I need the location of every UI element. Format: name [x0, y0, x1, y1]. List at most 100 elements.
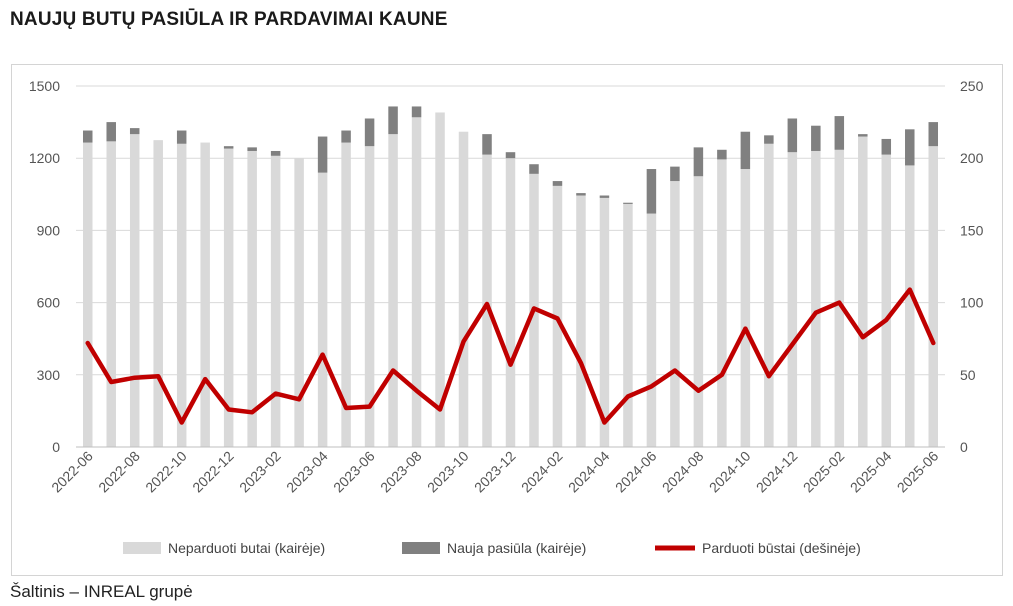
y-right-tick-label: 250: [960, 78, 984, 94]
x-tick-label: 2023-08: [377, 448, 425, 496]
bar-unsold: [200, 142, 210, 447]
bar-new-supply: [646, 169, 657, 214]
y-left-tick-label: 300: [37, 367, 61, 383]
bar-unsold: [435, 112, 445, 448]
x-tick-label: 2023-10: [424, 448, 472, 496]
bar-new-supply: [388, 106, 398, 135]
legend-label: Nauja pasiūla (kairėje): [447, 540, 586, 556]
bar-unsold: [576, 195, 586, 447]
x-tick-label: 2024-08: [659, 448, 707, 496]
bar-new-supply: [693, 147, 704, 177]
bar-unsold: [458, 131, 469, 447]
bar-new-supply: [858, 134, 868, 137]
bar-new-supply: [834, 116, 845, 150]
bar-unsold: [153, 140, 163, 447]
x-tick-label: 2024-04: [565, 448, 613, 496]
bar-unsold: [411, 117, 422, 447]
bar-unsold: [388, 134, 398, 447]
x-tick-label: 2024-10: [706, 448, 754, 496]
x-tick-label: 2022-08: [95, 448, 143, 496]
bar-unsold: [811, 150, 821, 448]
bar-new-supply: [928, 122, 939, 147]
bar-unsold: [599, 197, 610, 447]
x-tick-label: 2025-04: [847, 448, 895, 496]
bar-new-supply: [576, 193, 586, 196]
bar-unsold: [787, 152, 798, 447]
bar-unsold: [693, 176, 704, 447]
legend-swatch: [402, 542, 440, 554]
bar-unsold: [505, 158, 516, 447]
bar-unsold: [740, 169, 751, 447]
bar-new-supply: [223, 146, 234, 149]
bar-unsold: [623, 203, 633, 447]
bar-unsold: [905, 165, 915, 448]
bar-unsold: [717, 159, 727, 448]
y-right-tick-label: 0: [960, 439, 968, 455]
x-tick-label: 2022-10: [142, 448, 190, 496]
bar-new-supply: [364, 118, 375, 147]
bar-new-supply: [505, 152, 516, 159]
y-right-tick-label: 200: [960, 150, 984, 166]
x-tick-label: 2023-12: [471, 448, 519, 496]
bar-new-supply: [341, 130, 351, 143]
legend-label: Neparduoti butai (kairėje): [168, 540, 325, 556]
bar-unsold: [928, 146, 939, 447]
bar-unsold: [270, 155, 281, 447]
bar-new-supply: [411, 106, 422, 118]
chart-frame: [11, 64, 1003, 576]
bar-unsold: [881, 154, 892, 447]
bar-unsold: [670, 181, 680, 447]
bar-new-supply: [881, 138, 892, 155]
bar-unsold: [294, 158, 304, 447]
bar-new-supply: [129, 128, 140, 135]
bar-unsold: [317, 172, 328, 447]
bar-new-supply: [529, 164, 539, 174]
y-left-tick-label: 1500: [29, 78, 60, 94]
bar-unsold: [106, 141, 116, 447]
bar-new-supply: [905, 129, 915, 166]
bar-unsold: [223, 148, 234, 447]
x-tick-label: 2024-02: [518, 448, 566, 496]
bar-new-supply: [552, 181, 563, 186]
y-left-tick-label: 0: [52, 439, 60, 455]
bar-unsold: [341, 142, 351, 447]
x-tick-label: 2025-06: [894, 448, 942, 496]
bar-unsold: [176, 143, 187, 447]
bar-new-supply: [623, 202, 633, 204]
chart-title: NAUJŲ BUTŲ PASIŪLA IR PARDAVIMAI KAUNE: [10, 9, 448, 30]
x-tick-label: 2025-02: [800, 448, 848, 496]
bar-unsold: [858, 136, 868, 448]
bar-unsold: [364, 146, 375, 447]
bar-unsold: [129, 134, 140, 447]
bar-new-supply: [811, 125, 821, 151]
bar-new-supply: [106, 122, 116, 142]
bar-new-supply: [764, 135, 774, 144]
x-tick-label: 2022-12: [189, 448, 237, 496]
bar-new-supply: [717, 149, 727, 160]
y-right-tick-label: 100: [960, 295, 984, 311]
y-left-tick-label: 600: [37, 295, 61, 311]
x-tick-label: 2023-02: [236, 448, 284, 496]
bar-new-supply: [270, 150, 281, 156]
bar-unsold: [646, 213, 657, 447]
bar-unsold: [764, 143, 774, 447]
bar-new-supply: [670, 166, 680, 182]
x-tick-label: 2024-06: [612, 448, 660, 496]
source-note: Šaltinis – INREAL grupė: [10, 582, 193, 601]
bar-new-supply: [247, 147, 257, 151]
bar-unsold: [82, 142, 93, 447]
x-tick-label: 2023-04: [283, 448, 331, 496]
bar-unsold: [834, 149, 845, 447]
bar-unsold: [247, 150, 257, 448]
bar-unsold: [482, 154, 492, 447]
bar-new-supply: [740, 131, 751, 170]
y-right-tick-label: 150: [960, 222, 984, 238]
bar-new-supply: [787, 118, 798, 153]
y-right-tick-label: 50: [960, 367, 976, 383]
bar-new-supply: [176, 130, 187, 144]
bar-new-supply: [482, 134, 492, 155]
legend-swatch: [123, 542, 161, 554]
bar-new-supply: [317, 136, 328, 173]
bar-new-supply: [599, 195, 610, 198]
